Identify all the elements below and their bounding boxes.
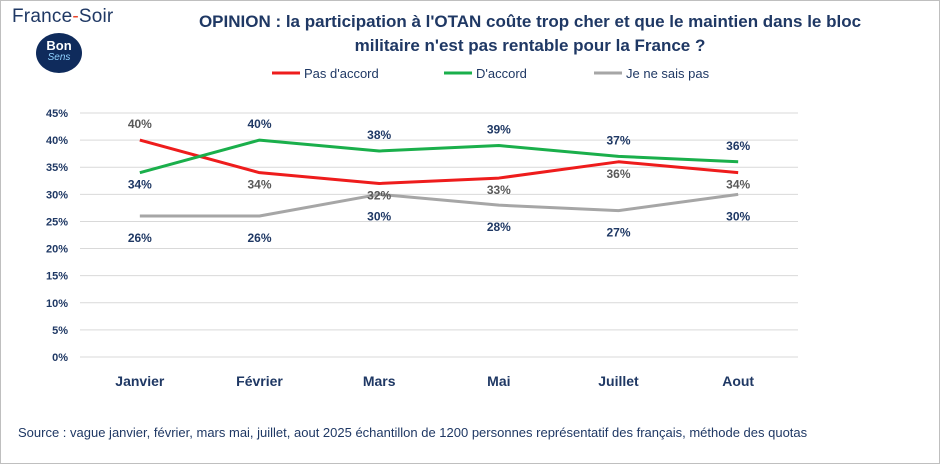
y-tick-label: 5% [52, 325, 68, 337]
x-tick-label: Mars [363, 373, 396, 389]
data-label: 37% [606, 133, 630, 147]
x-tick-label: Janvier [115, 373, 165, 389]
data-label: 28% [487, 220, 511, 234]
y-tick-label: 0% [52, 352, 68, 364]
source-note: Source : vague janvier, février, mars ma… [18, 425, 808, 440]
data-label: 40% [128, 117, 152, 131]
y-tick-label: 25% [46, 216, 68, 228]
legend-label: Je ne sais pas [626, 66, 710, 81]
series-line [139, 138, 739, 175]
data-label: 27% [606, 226, 630, 240]
data-label: 34% [247, 178, 271, 192]
y-tick-label: 10% [46, 298, 68, 310]
data-label: 33% [487, 183, 511, 197]
data-label: 38% [367, 128, 391, 142]
data-label: 39% [487, 123, 511, 137]
data-label: 30% [367, 209, 391, 223]
series-line [139, 138, 739, 185]
x-tick-label: Mai [487, 373, 510, 389]
bon-sens-badge: Bon Sens [36, 33, 82, 73]
data-label: 40% [247, 117, 271, 131]
legend-label: Pas d'accord [304, 66, 379, 81]
data-label: 26% [247, 231, 271, 245]
legend-label: D'accord [476, 66, 527, 81]
x-tick-label: Aout [722, 373, 754, 389]
y-tick-label: 20% [46, 244, 68, 256]
data-label: 30% [726, 209, 750, 223]
x-tick-label: Juillet [598, 373, 639, 389]
data-label: 32% [367, 188, 391, 202]
y-tick-label: 30% [46, 189, 68, 201]
y-tick-label: 35% [46, 162, 68, 174]
data-label: 36% [726, 139, 750, 153]
brand-dash: - [72, 6, 79, 27]
data-label: 26% [128, 231, 152, 245]
brand-logo: France-Soir [12, 6, 113, 28]
chart-title-line2: militaire n'est pas rentable pour la Fra… [354, 36, 706, 55]
brand-left: France [12, 6, 73, 27]
badge-line1: Bon [46, 38, 72, 53]
data-label: 36% [606, 167, 630, 181]
chart-title: OPINION : la participation à l'OTAN coût… [150, 10, 910, 58]
y-tick-label: 45% [46, 108, 68, 120]
brand-right: Soir [78, 6, 114, 27]
data-label: 34% [726, 178, 750, 192]
y-tick-label: 40% [46, 135, 68, 147]
badge-line2: Sens [47, 52, 71, 63]
chart-title-line1: OPINION : la participation à l'OTAN coût… [198, 12, 862, 31]
series-line [139, 192, 739, 218]
data-label: 34% [128, 178, 152, 192]
x-tick-label: Février [236, 373, 283, 389]
y-tick-label: 15% [46, 271, 68, 283]
